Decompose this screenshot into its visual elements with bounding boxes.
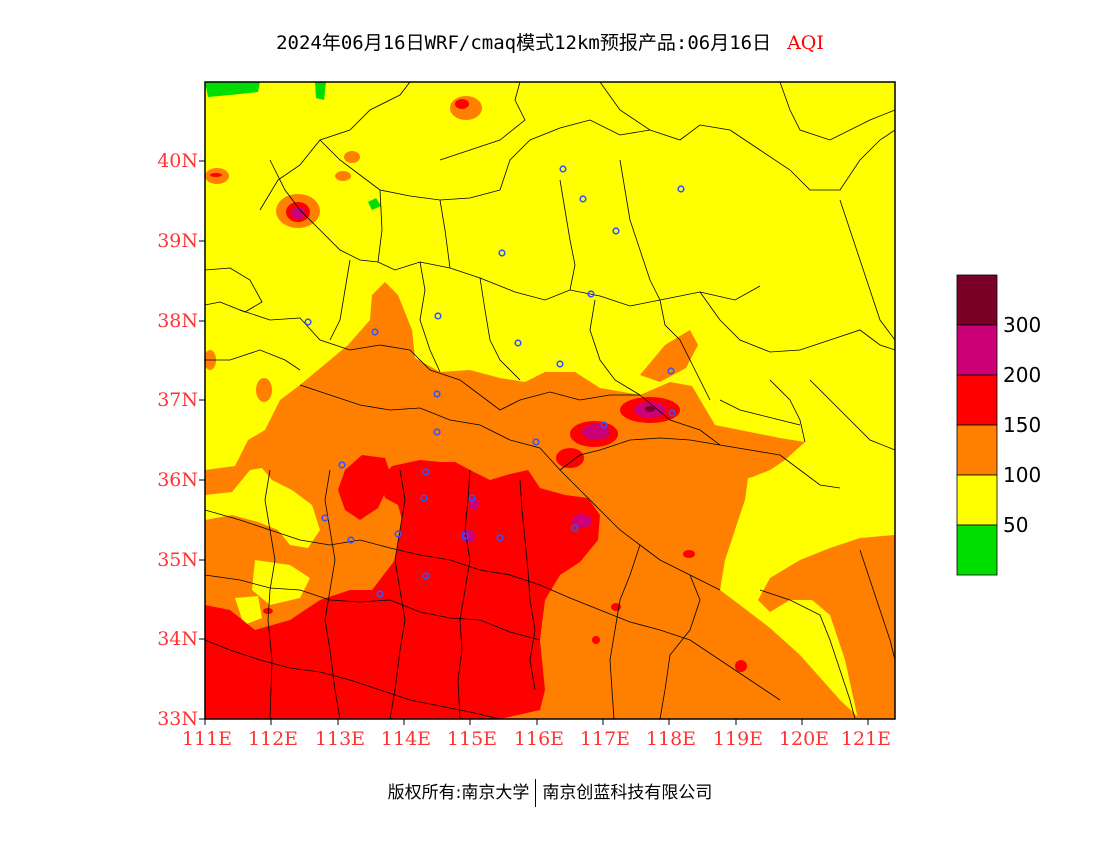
aqi-region-very-unhealthy (572, 514, 592, 528)
lat-tick-label: 40N (157, 150, 198, 172)
lon-tick-label: 117E (579, 728, 631, 750)
station-marker (422, 468, 430, 476)
axis-ticks (199, 160, 869, 725)
aqi-region-unhealthy (205, 460, 600, 719)
legend-swatch-moderate (956, 474, 998, 526)
lat-tick-label: 37N (157, 389, 198, 411)
lat-tick-label: 38N (157, 310, 198, 332)
copyright-owner: 版权所有:南京大学 (387, 783, 530, 803)
boundary-lines (205, 82, 895, 719)
lon-tick-label: 114E (380, 728, 432, 750)
aqi-region-good (315, 82, 326, 100)
aqi-region-unhealthy (338, 455, 392, 520)
station-marker (304, 318, 312, 326)
aqi-region-unhealthy (735, 660, 747, 672)
legend-swatch-very-unhealthy (956, 324, 998, 376)
station-marker (433, 390, 441, 398)
station-marker (667, 367, 675, 375)
station-marker (434, 312, 442, 320)
station-marker (394, 530, 402, 538)
legend-label: 150 (1003, 413, 1042, 437)
lat-tick-label: 35N (157, 549, 198, 571)
legend-swatch-sensitive (956, 424, 998, 476)
lat-tick-label: 34N (157, 628, 198, 650)
station-marker (433, 428, 441, 436)
title-aqi-tag: AQI (787, 32, 824, 54)
aqi-region-unhealthy (455, 99, 469, 109)
city-station-markers (304, 165, 685, 598)
legend-label: 300 (1003, 313, 1042, 337)
title-main: 2024年06月16日WRF/cmaq模式12km预报产品:06月16日 (276, 32, 772, 54)
station-marker (376, 590, 384, 598)
station-marker (420, 494, 428, 502)
legend-swatch-hazardous (956, 274, 998, 326)
aqi-region-moderate (235, 596, 262, 625)
lon-tick-label: 118E (645, 728, 697, 750)
station-marker (371, 328, 379, 336)
station-marker (321, 514, 329, 522)
aqi-region-unhealthy (210, 173, 222, 177)
station-marker (461, 532, 469, 540)
aqi-region-sensitive (256, 378, 272, 402)
legend-label: 50 (1003, 513, 1029, 537)
station-marker (347, 536, 355, 544)
copyright-footer: 版权所有:南京大学 南京创蓝科技有限公司 (0, 778, 1100, 807)
aqi-region-moderate (252, 560, 310, 605)
legend-swatch-good (956, 524, 998, 576)
aqi-region-unhealthy (683, 550, 695, 558)
legend-label: 100 (1003, 463, 1042, 487)
lon-tick-label: 113E (314, 728, 366, 750)
legend-swatch-unhealthy (956, 374, 998, 426)
aqi-region-sensitive (344, 151, 360, 163)
station-marker (514, 339, 522, 347)
station-marker (556, 360, 564, 368)
aqi-region-moderate (205, 436, 230, 462)
legend-colorbar (956, 274, 998, 576)
station-marker (571, 524, 579, 532)
station-marker (579, 195, 587, 203)
lat-tick-label: 33N (157, 708, 198, 730)
lon-tick-label: 112E (247, 728, 299, 750)
aqi-region-unhealthy (592, 636, 600, 644)
station-marker (496, 534, 504, 542)
station-marker (468, 494, 476, 502)
lon-tick-label: 111E (181, 728, 233, 750)
station-marker (532, 438, 540, 446)
aqi-region-unhealthy (263, 608, 273, 614)
station-marker (587, 290, 595, 298)
station-marker (612, 227, 620, 235)
station-marker (559, 165, 567, 173)
lon-tick-label: 119E (712, 728, 764, 750)
aqi-region-sensitive (640, 330, 698, 382)
aqi-region-hazardous (645, 406, 655, 412)
station-marker (668, 409, 676, 417)
station-marker (498, 249, 506, 257)
aqi-region-sensitive (335, 171, 351, 181)
lon-tick-label: 115E (446, 728, 498, 750)
lon-tick-label: 116E (513, 728, 565, 750)
lat-tick-label: 36N (157, 469, 198, 491)
aqi-region-sensitive (758, 535, 895, 719)
map-title: 2024年06月16日WRF/cmaq模式12km预报产品:06月16日 AQI (0, 28, 1100, 55)
aqi-region-good (368, 198, 381, 210)
lon-tick-label: 120E (778, 728, 830, 750)
legend-label: 200 (1003, 363, 1042, 387)
aqi-region-very-unhealthy (291, 207, 305, 219)
aqi-region-good (205, 82, 260, 97)
station-marker (338, 461, 346, 469)
station-marker (422, 572, 430, 580)
aqi-region-unhealthy (556, 448, 584, 468)
aqi-region-moderate (728, 465, 895, 588)
station-marker (677, 185, 685, 193)
aqi-region-moderate (205, 468, 320, 548)
aqi-contour-layer (205, 82, 895, 719)
lat-tick-label: 39N (157, 230, 198, 252)
lon-tick-label: 121E (840, 728, 892, 750)
station-marker (600, 421, 608, 429)
footer-separator (535, 779, 537, 807)
copyright-company: 南京创蓝科技有限公司 (542, 783, 713, 803)
